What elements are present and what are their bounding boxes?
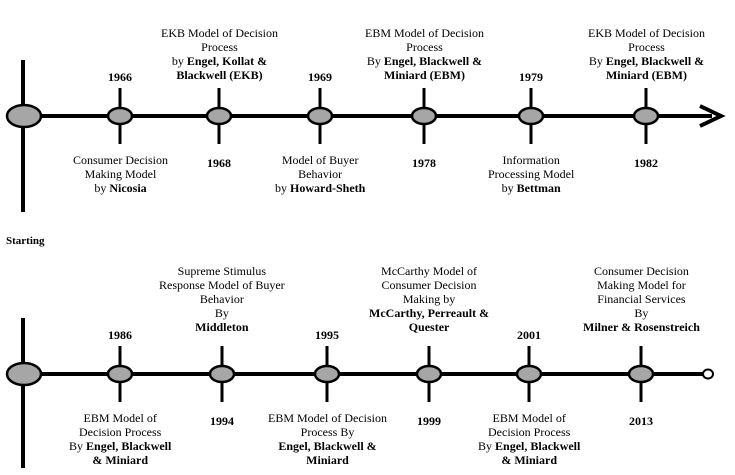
description-line: Consumer Decision [593, 264, 689, 278]
description-line: Making by [402, 292, 456, 306]
event-description-1979: Information Processing Model by Bettman [488, 153, 574, 195]
year-label-1999: 1999 [417, 414, 441, 428]
year-label-1978: 1978 [412, 156, 436, 170]
description-line: Miniard [306, 453, 349, 467]
description-line: Information [502, 153, 560, 167]
year-label-2001: 2001 [517, 328, 541, 342]
description-line: McCarthy Model of [381, 264, 478, 278]
event-node-1978 [410, 106, 438, 126]
event-description-1969: Model of Buyer Behavior by Howard-Sheth [275, 153, 365, 195]
year-label-2013: 2013 [629, 414, 653, 428]
description-line: Milner & Rosenstreich [583, 320, 700, 334]
description-line: By Engel, Blackwell & [588, 54, 705, 68]
description-line: By Engel, Blackwell [69, 439, 172, 453]
event-node-1966 [106, 106, 134, 126]
event-node-1969 [306, 106, 334, 126]
event-node-1986 [106, 364, 134, 384]
year-label-1968: 1968 [207, 156, 231, 170]
event-description-1966: Consumer Decision Making Model by Nicosia [73, 153, 168, 195]
description-line: EBM Model of [492, 411, 566, 425]
description-line: Process [201, 40, 238, 54]
description-line: EBM Model of Decision [365, 26, 484, 40]
description-line: Decision Process [79, 425, 162, 439]
description-line: Consumer Decision [381, 278, 477, 292]
description-line: by Nicosia [94, 181, 147, 195]
description-line: Supreme Stimulus [177, 264, 266, 278]
event-node-1995 [313, 364, 341, 384]
description-line: by Engel, Kollat & [171, 54, 268, 68]
description-line: Decision Process [488, 425, 571, 439]
description-line: Making Model [84, 167, 157, 181]
description-line: Consumer Decision [73, 153, 168, 167]
description-line: Behavior [298, 167, 343, 181]
description-line: EBM Model of [83, 411, 157, 425]
event-description-1978: EBM Model of Decision Process By Engel, Bl… [365, 26, 484, 82]
description-line: Miniard (EBM) [384, 68, 465, 82]
event-node-2001 [515, 364, 543, 384]
event-description-2001: EBM Model of Decision Process By Engel, Bl… [478, 411, 580, 467]
description-line: by Bettman [501, 181, 561, 195]
event-node-1982 [632, 106, 660, 126]
year-label-1995: 1995 [315, 328, 339, 342]
year-label-1982: 1982 [634, 156, 658, 170]
description-line: McCarthy, Perreault & [369, 306, 490, 320]
description-line: by Howard-Sheth [275, 181, 366, 195]
start-node-row1 [5, 103, 43, 129]
description-line: Engel, Blackwell & [278, 439, 377, 453]
description-line: EBM Model of Decision [268, 411, 387, 425]
event-node-1968 [205, 106, 233, 126]
description-line: Blackwell (EKB) [176, 68, 263, 82]
year-label-1966: 1966 [108, 70, 132, 84]
description-line: Making Model for [597, 278, 686, 292]
event-node-1999 [415, 364, 443, 384]
description-line: Behavior [199, 292, 244, 306]
event-node-1994 [208, 364, 236, 384]
event-description-1994: Supreme Stimulus Response Model of Buyer B… [159, 264, 285, 334]
event-node-1979 [517, 106, 545, 126]
event-description-1968: EKB Model of Decision Process by Engel, Ko… [161, 26, 278, 82]
description-line: Financial Services [597, 292, 686, 306]
description-line: EKB Model of Decision [161, 26, 278, 40]
event-description-1986: EBM Model of Decision Process By Engel, Bl… [69, 411, 171, 467]
event-node-2013 [627, 364, 655, 384]
description-line: Process By [300, 425, 355, 439]
year-label-1994: 1994 [210, 414, 234, 428]
description-line: & Miniard [501, 453, 558, 467]
description-line: Processing Model [488, 167, 575, 181]
description-line: Quester [408, 320, 450, 334]
start-label: Starting [6, 235, 45, 247]
event-description-1982: EKB Model of Decision Process By Engel, Bl… [588, 26, 705, 82]
description-line: Process [628, 40, 665, 54]
description-line: Middleton [195, 320, 249, 334]
end-node-row2 [702, 368, 714, 380]
description-line: By Engel, Blackwell & [366, 54, 483, 68]
description-line: Model of Buyer [281, 153, 359, 167]
description-line: Response Model of Buyer [159, 278, 285, 292]
event-description-2013: Consumer Decision Making Model for Financi… [583, 264, 700, 334]
description-line: Miniard (EBM) [605, 68, 687, 82]
description-line: EKB Model of Decision [588, 26, 705, 40]
event-description-1999: McCarthy Model of Consumer Decision Making… [369, 264, 489, 334]
year-label-1979: 1979 [519, 70, 543, 84]
year-label-1969: 1969 [308, 70, 332, 84]
description-line: By [634, 306, 649, 320]
description-line: By [214, 306, 229, 320]
description-line: Process [406, 40, 443, 54]
start-node-row2 [5, 361, 43, 387]
event-description-1995: EBM Model of Decision Process By Engel, Bl… [268, 411, 387, 467]
description-line: & Miniard [92, 453, 149, 467]
arrowhead-row1 [699, 104, 726, 128]
description-line: By Engel, Blackwell [478, 439, 581, 453]
year-label-1986: 1986 [108, 328, 132, 342]
